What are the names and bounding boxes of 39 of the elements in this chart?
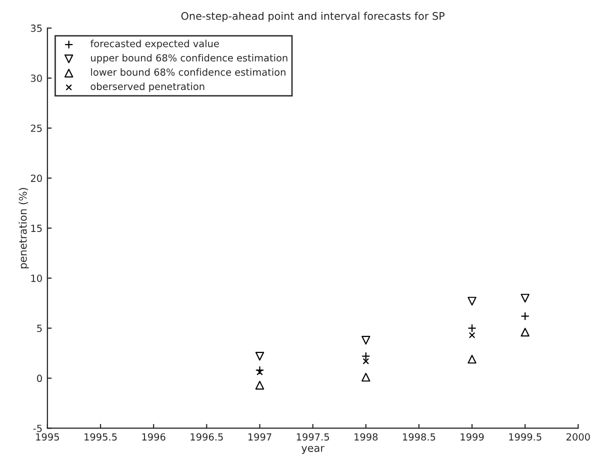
y-tick-label: -5: [33, 424, 42, 432]
point: [255, 380, 264, 390]
point: [468, 354, 476, 364]
x-tick-label: 1997.5: [296, 433, 329, 441]
point: [468, 324, 476, 333]
x-axis-title: year: [302, 446, 324, 454]
legend-label: forecasted expected value: [90, 40, 219, 50]
y-axis-title: penetration (%): [18, 188, 29, 268]
point: [520, 294, 530, 303]
y-tick-label: 10: [31, 274, 42, 282]
y-tick-label: 0: [37, 374, 42, 382]
point: [362, 336, 370, 345]
point: [468, 296, 476, 306]
y-tick-label: 30: [30, 74, 42, 82]
x-tick-label: 1996.5: [190, 433, 223, 441]
legend-label: oberserved penetration: [90, 82, 204, 92]
x-tick-label: 1999: [460, 433, 484, 441]
point: [362, 372, 370, 382]
x-tick-label: 1996: [142, 433, 166, 441]
point: [255, 352, 264, 361]
point: [468, 332, 476, 338]
point: [362, 358, 370, 364]
y-tick-label: 35: [30, 24, 42, 32]
point: [520, 328, 530, 337]
x-tick-label: 1997: [248, 433, 272, 441]
point: [256, 369, 263, 376]
y-tick-label: 15: [31, 224, 42, 232]
x-tick-label: 1999.5: [509, 433, 542, 441]
x-tick-label: 1998.5: [403, 433, 436, 441]
x-tick-label: 1998: [354, 433, 378, 441]
legend-label: lower bound 68% confidence estimation: [91, 68, 286, 76]
y-tick-label: 20: [30, 174, 42, 182]
y-tick-label: 5: [37, 324, 42, 332]
x-tick-label: 1995.5: [84, 433, 117, 441]
chart-title: One-step-ahead point and interval forecasts for SP: [181, 12, 445, 22]
x-tick-label: 2000: [566, 433, 590, 441]
x-tick-label: 1995: [36, 433, 59, 441]
y-tick-label: 25: [30, 124, 42, 132]
legend-label: upper bound 68% confidence estimation: [91, 54, 288, 64]
